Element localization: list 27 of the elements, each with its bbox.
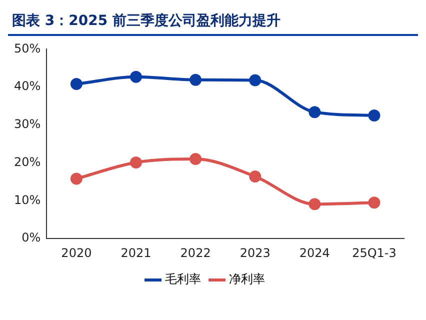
point (190, 74, 202, 86)
y-tick-label: 50% (14, 41, 41, 56)
y-tick-label: 40% (14, 79, 41, 94)
y-tick-label: 0% (22, 230, 41, 245)
x-tick-label: 2020 (61, 246, 92, 260)
point (190, 153, 202, 166)
y-tick-label: 30% (14, 117, 41, 132)
x-tick-label: 2024 (299, 246, 330, 260)
point (308, 106, 321, 118)
point (368, 196, 380, 209)
y-tick-label: 10% (14, 192, 41, 207)
x-tick-label: 2022 (180, 246, 211, 260)
chart-title: 图表 3：2025 前三季度公司盈利能力提升 (8, 8, 418, 36)
legend-label: 净利率 (229, 272, 265, 286)
point (249, 170, 262, 182)
point (368, 109, 380, 122)
y-tick-label: 20% (14, 154, 41, 169)
point (249, 74, 262, 86)
point (70, 78, 82, 90)
point (308, 198, 321, 210)
x-tick-label: 2021 (120, 246, 152, 260)
point (130, 70, 142, 83)
point (130, 156, 142, 168)
x-tick-label: 25Q1-3 (352, 246, 396, 260)
x-tick-label: 2023 (240, 246, 270, 260)
legend-label: 毛利率 (165, 272, 201, 286)
point (70, 172, 82, 185)
